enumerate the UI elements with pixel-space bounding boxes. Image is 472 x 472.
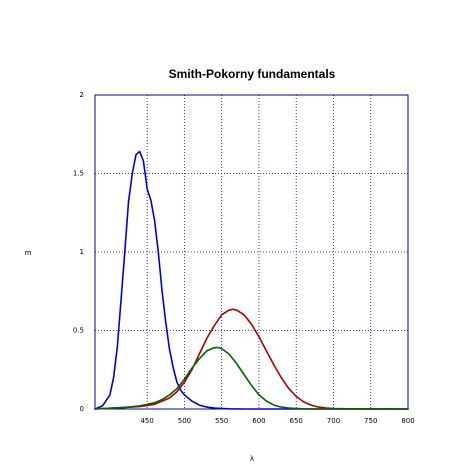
y-tick-label: 2 — [80, 91, 84, 99]
x-tick-label: 450 — [140, 417, 153, 425]
y-tick-label: 1 — [80, 248, 84, 256]
chart-title: Smith-Pokorny fundamentals — [169, 67, 336, 81]
y-axis-label: m — [25, 249, 32, 257]
x-tick-label: 700 — [327, 417, 340, 425]
x-axis-label: λ — [250, 455, 254, 463]
x-tick-label: 550 — [215, 417, 228, 425]
y-tick-labels: 0 0.5 1 1.5 2 — [73, 91, 84, 413]
x-tick-labels: 450 500 550 600 650 700 750 800 — [140, 417, 414, 425]
series-lines — [94, 150, 409, 410]
x-tick-label: 650 — [290, 417, 303, 425]
series-line-0 — [94, 150, 409, 410]
x-tick-label: 600 — [252, 417, 265, 425]
y-tick-label: 0 — [80, 405, 84, 413]
x-tick-label: 800 — [401, 417, 414, 425]
y-tick-label: 0.5 — [73, 327, 84, 335]
grid — [95, 95, 408, 409]
series-line-2 — [94, 346, 409, 410]
x-tick-label: 750 — [364, 417, 377, 425]
y-tick-label: 1.5 — [73, 170, 84, 178]
x-tick-label: 500 — [178, 417, 191, 425]
series-line-1 — [94, 308, 409, 410]
